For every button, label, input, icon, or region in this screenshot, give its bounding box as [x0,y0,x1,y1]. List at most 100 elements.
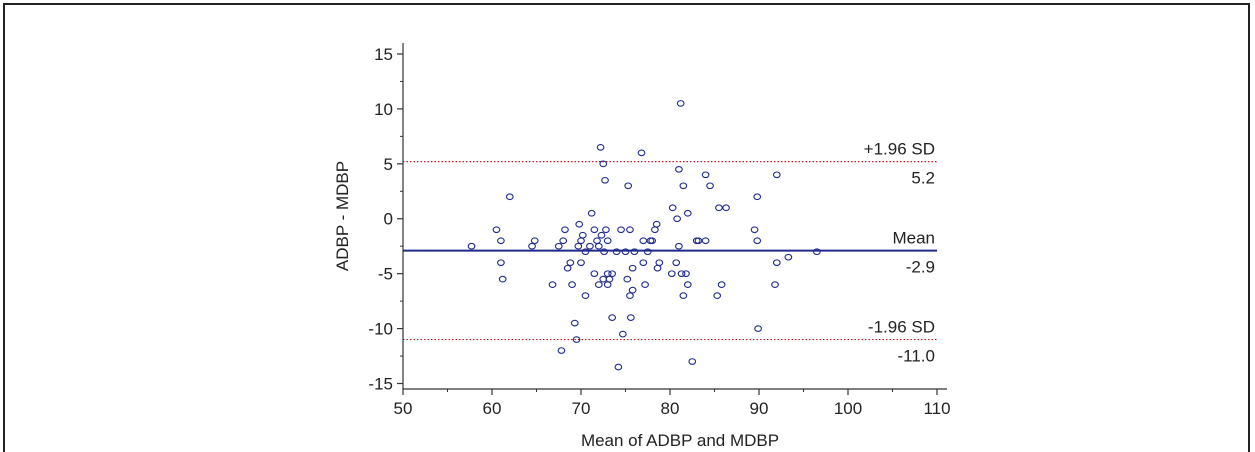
data-point [676,100,685,107]
data-point [614,363,623,371]
data-point [577,237,585,245]
reference-line-name: -1.96 SD [868,318,935,337]
reference-lines: +1.96 SD 5.2 Mean -2.9 -1.96 SD -11.0 [403,140,937,366]
data-point [641,281,649,289]
data-point [603,237,612,245]
data-point [668,204,677,212]
y-tick-label: 0 [384,210,393,229]
data-points [467,100,821,371]
y-tick-label: 10 [374,100,393,119]
data-point [682,270,690,278]
data-point [639,237,648,245]
data-point [618,330,627,338]
data-point [605,275,614,283]
data-point [581,248,590,256]
y-tick-label: -10 [368,320,393,339]
data-point [530,237,539,245]
data-point [608,270,617,278]
data-point [626,314,635,321]
data-point [497,237,505,245]
reference-line-name: Mean [892,229,935,248]
data-point [528,242,536,250]
data-point [617,226,625,234]
data-point [753,237,762,245]
data-point [621,248,630,256]
data-point [599,275,608,283]
data-point [626,292,634,299]
data-point [701,171,710,179]
data-point [683,209,692,217]
data-point [754,325,762,332]
data-point [563,264,572,272]
data-point [628,286,637,294]
data-point [590,226,599,234]
data-point [572,336,581,343]
data-point [599,160,608,168]
chart-frame [3,3,1250,452]
data-point [581,292,590,299]
y-tick-label: 5 [384,155,393,174]
data-point [492,226,501,234]
data-point [557,347,566,354]
data-point [683,281,692,289]
data-point [608,314,617,321]
data-point [575,220,584,228]
data-point [630,248,639,256]
data-point [653,264,662,272]
data-point [772,171,781,179]
data-point [593,237,601,245]
data-point [601,176,609,184]
data-point [675,165,683,173]
data-point [771,281,779,289]
data-point [673,215,681,223]
data-point [568,281,576,289]
data-point [587,209,596,217]
data-point [648,237,657,245]
data-point [600,248,608,256]
data-point [603,281,612,289]
data-point [706,182,714,190]
data-point [701,237,710,245]
x-axis-label: Mean of ADBP and MDBP [581,431,779,450]
y-tick-label: 15 [374,45,393,64]
data-point [554,242,563,250]
x-tick-label: 110 [923,399,950,418]
data-point [561,226,569,234]
data-point [626,226,634,234]
data-point [715,204,723,212]
data-point [651,226,659,234]
data-point [548,281,557,289]
data-point [772,259,781,267]
data-point [675,242,683,250]
data-point [637,149,646,157]
x-tick-label: 60 [483,399,502,418]
x-tick-label: 90 [750,399,769,418]
data-point [722,204,730,212]
data-point [612,248,621,256]
reference-line-value: -11.0 [898,347,936,366]
data-point [750,226,759,234]
data-point [784,253,793,261]
reference-line-value: -2.9 [906,258,935,277]
data-point [717,281,726,289]
data-point [597,231,606,239]
data-point [497,259,505,267]
data-point [713,292,722,299]
data-point [602,226,610,234]
data-point [667,270,676,278]
x-tick-label: 50 [394,399,413,418]
reference-line-name: +1.96 SD [864,140,935,159]
data-point [467,242,476,250]
x-tick-label: 70 [572,399,591,418]
data-point [672,259,681,267]
data-point [578,231,587,239]
data-point [590,270,599,278]
y-tick-label: -15 [368,375,393,394]
data-point [652,220,661,228]
x-tick-label: 80 [661,399,680,418]
data-point [679,292,688,299]
data-point [559,237,568,245]
data-point [812,248,821,256]
y-tick-label: -5 [378,265,393,284]
